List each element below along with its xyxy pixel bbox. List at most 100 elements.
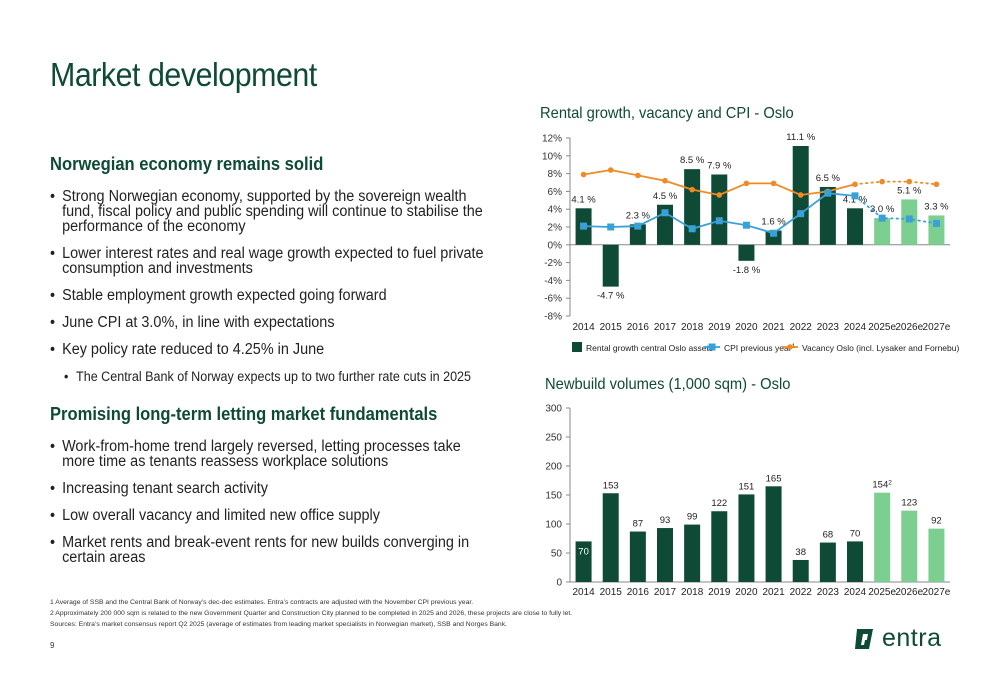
data-label: 4.5 % bbox=[653, 191, 678, 202]
y-tick-label: 8% bbox=[548, 169, 563, 180]
data-label: 153 bbox=[603, 480, 619, 491]
bar bbox=[711, 511, 728, 582]
y-tick-label: 0 bbox=[556, 578, 562, 589]
x-tick-label: 2021 bbox=[762, 322, 785, 333]
y-tick-label: 2% bbox=[548, 223, 563, 234]
y-tick-label: -4% bbox=[544, 276, 562, 287]
cpi-point bbox=[851, 192, 859, 200]
data-label: 87 bbox=[633, 519, 644, 530]
y-tick-label: 150 bbox=[545, 491, 562, 502]
data-label: 7.9 % bbox=[707, 160, 732, 171]
y-tick-label: 50 bbox=[551, 549, 563, 560]
bullet-item: Work-from-home trend largely reversed, l… bbox=[50, 439, 490, 470]
bar bbox=[765, 486, 782, 582]
data-label-superscript: 2 bbox=[888, 480, 892, 487]
data-label: 4.1 % bbox=[571, 194, 596, 205]
cpi-line-forecast bbox=[854, 194, 938, 225]
vacancy-point bbox=[635, 172, 641, 179]
data-label: 70 bbox=[578, 546, 589, 557]
x-tick-label: 2017 bbox=[654, 587, 677, 598]
x-tick-label: 2024 bbox=[844, 322, 867, 333]
x-tick-label: 2020 bbox=[735, 322, 758, 333]
bar bbox=[684, 169, 701, 245]
bar bbox=[738, 494, 755, 582]
x-tick-label: 2014 bbox=[572, 322, 595, 333]
chart-title-rental: Rental growth, vacancy and CPI - Oslo bbox=[540, 105, 794, 122]
cpi-point bbox=[824, 189, 832, 197]
y-tick-label: -2% bbox=[544, 258, 562, 269]
footnote-2: 2 Approximately 200 000 sqm is related t… bbox=[50, 610, 573, 617]
cpi-point bbox=[905, 215, 913, 223]
data-label: 1.6 % bbox=[761, 217, 786, 228]
cpi-point bbox=[770, 229, 778, 237]
newbuild-volumes-chart: 0 50 100 150 200 250 300 70 153 87 93 99 122 151 165 38… bbox=[545, 404, 950, 599]
footnotes: 1 Average of SSB and the Central Bank of… bbox=[50, 597, 610, 630]
bar bbox=[819, 542, 836, 582]
x-tick-label: 2024 bbox=[844, 587, 867, 598]
bar bbox=[711, 174, 728, 245]
bullet-item: Stable employment growth expected going … bbox=[50, 288, 490, 304]
data-label: -4.7 % bbox=[597, 291, 625, 302]
y-tick-label: -6% bbox=[544, 294, 562, 305]
x-tick-label: 2021 bbox=[762, 587, 785, 598]
cpi-point bbox=[878, 214, 886, 222]
legend-label-cpi: CPI previous year1 bbox=[724, 343, 796, 353]
x-tick-label: 2020 bbox=[735, 587, 758, 598]
data-label: 5.1 % bbox=[897, 185, 922, 196]
cpi-point bbox=[661, 209, 669, 217]
y-tick-label: 4% bbox=[548, 205, 563, 216]
logo-text: entra bbox=[882, 624, 942, 652]
footnote-1: 1 Average of SSB and the Central Bank of… bbox=[50, 599, 474, 606]
data-label: -1.8 % bbox=[733, 265, 761, 276]
x-tick-label: 2026e bbox=[895, 587, 923, 598]
x-tick-label: 2027e bbox=[923, 322, 951, 333]
bar bbox=[847, 541, 863, 582]
economy-bullet-list: Strong Norwegian economy, supported by t… bbox=[50, 189, 490, 384]
cpi-point bbox=[715, 217, 723, 225]
vacancy-point bbox=[852, 181, 858, 188]
vacancy-point bbox=[689, 186, 695, 193]
x-tick-label: 2022 bbox=[790, 587, 813, 598]
bar bbox=[928, 215, 945, 245]
vacancy-point bbox=[770, 180, 777, 187]
bar bbox=[792, 559, 809, 582]
bar bbox=[602, 493, 619, 582]
bar bbox=[874, 492, 891, 582]
footnote-sources: Sources: Entra’s market consensus report… bbox=[50, 621, 507, 628]
bullet-item: Market rents and break-event rents for n… bbox=[50, 535, 490, 566]
x-tick-label: 2025e bbox=[868, 322, 896, 333]
data-label: 93 bbox=[660, 515, 671, 526]
page-number: 9 bbox=[50, 641, 55, 650]
letting-bullet-list: Work-from-home trend largely reversed, l… bbox=[50, 439, 490, 566]
bullet-item: June CPI at 3.0%, in line with expectati… bbox=[50, 315, 490, 331]
data-label: 70 bbox=[850, 528, 861, 539]
y-tick-label: 12% bbox=[542, 134, 562, 145]
vacancy-point bbox=[879, 178, 885, 185]
bullet-item: Lower interest rates and real wage growt… bbox=[50, 246, 490, 277]
x-tick-label: 2017 bbox=[654, 322, 677, 333]
y-tick-label: 6% bbox=[548, 187, 563, 198]
bar bbox=[847, 208, 863, 245]
x-tick-label: 2016 bbox=[627, 322, 650, 333]
data-label: 11.1 % bbox=[786, 132, 815, 143]
legend-swatch-vacancy-marker bbox=[787, 344, 793, 350]
vacancy-point bbox=[797, 192, 804, 198]
bar bbox=[738, 244, 755, 261]
y-tick-label: 10% bbox=[542, 151, 562, 162]
vacancy-point bbox=[580, 171, 587, 178]
x-tick-label: 2023 bbox=[817, 587, 840, 598]
vacancy-line-forecast bbox=[854, 180, 938, 186]
data-label: 3.0 % bbox=[870, 204, 895, 215]
data-label: 3.3 % bbox=[924, 201, 949, 212]
cpi-point bbox=[607, 223, 615, 231]
bar bbox=[684, 524, 701, 582]
x-tick-label: 2018 bbox=[681, 587, 704, 598]
cpi-point bbox=[634, 222, 642, 230]
section-heading-economy: Norwegian economy remains solid bbox=[50, 154, 324, 174]
x-tick-label: 2019 bbox=[708, 587, 731, 598]
legend-swatch-cpi-marker bbox=[708, 343, 716, 351]
y-tick-label: 100 bbox=[545, 520, 562, 531]
data-label: 6.5 % bbox=[816, 173, 841, 184]
bar bbox=[765, 230, 782, 245]
y-tick-label: 300 bbox=[545, 404, 562, 415]
